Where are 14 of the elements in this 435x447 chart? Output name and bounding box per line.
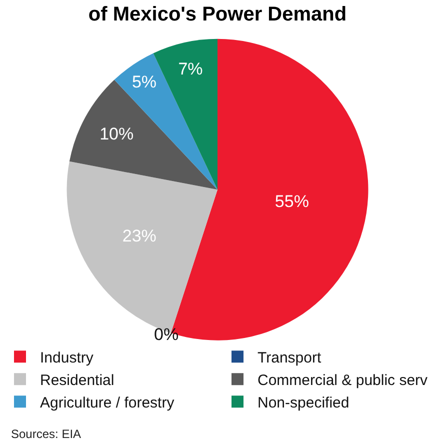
text: 0% (154, 325, 179, 344)
legend-label: Transport (258, 350, 322, 366)
source-note: Sources: EIA (11, 427, 82, 441)
data-label: 10% (100, 124, 134, 144)
legend-label: Commercial & public serv (258, 372, 428, 389)
chart-title: of Mexico's Power Demand (88, 4, 347, 26)
legend-label: Non-specified (258, 394, 350, 412)
legend-label: Industry (40, 350, 94, 366)
data-label: 23% (122, 226, 156, 246)
data-label: 7% (178, 59, 203, 78)
data-label: 5% (132, 72, 157, 92)
legend-label: Residential (40, 372, 114, 389)
data-label: 55% (274, 192, 309, 211)
legend-label: Agriculture / forestry (40, 394, 175, 412)
